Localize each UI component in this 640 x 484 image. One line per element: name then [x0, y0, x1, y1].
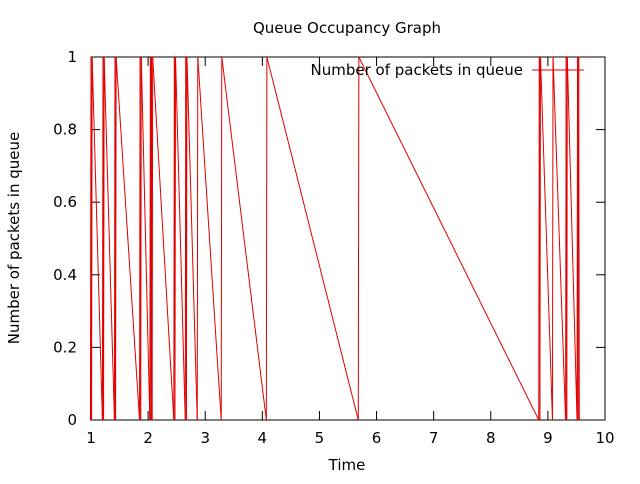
- x-tick-label: 8: [486, 429, 496, 447]
- series-line-segment: [140, 56, 142, 421]
- series-line-segment: [357, 56, 360, 421]
- series-line-segment: [103, 56, 115, 421]
- series-line-segment: [115, 56, 117, 421]
- x-tick-label: 4: [258, 429, 268, 447]
- x-tick-label: 10: [595, 429, 614, 447]
- series-line-segment: [174, 56, 177, 421]
- series-line-segment: [185, 56, 188, 421]
- x-tick-label: 5: [315, 429, 325, 447]
- x-tick-label: 1: [86, 429, 96, 447]
- series-line-segment: [539, 56, 553, 421]
- series-line-segment: [175, 56, 186, 421]
- x-tick-label: 9: [543, 429, 553, 447]
- series-line-segment: [103, 56, 105, 421]
- plot-area-frame: [90, 56, 606, 421]
- x-axis-label: Time: [328, 456, 366, 474]
- series-line-segment: [115, 56, 141, 421]
- series-layer: [89, 56, 580, 421]
- y-tick-label: 0.2: [53, 338, 77, 356]
- series-line-segment: [358, 56, 540, 421]
- series-line-segment: [221, 56, 267, 421]
- x-axis-ticks: 1 2 3 4 5 6 7 8 9 10: [86, 57, 615, 447]
- y-tick-label: 0.4: [53, 266, 77, 284]
- y-tick-label: 0.6: [53, 193, 77, 211]
- legend: Number of packets in queue: [311, 61, 584, 79]
- series-line-segment: [140, 56, 151, 421]
- series-line-segment: [220, 56, 223, 421]
- chart-title: Queue Occupancy Graph: [253, 19, 441, 37]
- series-line-segment: [91, 56, 103, 421]
- x-tick-label: 2: [143, 429, 153, 447]
- series-line-segment: [578, 56, 580, 421]
- series-line-segment: [265, 56, 268, 421]
- legend-entry-label: Number of packets in queue: [311, 61, 524, 79]
- series-line-segment: [539, 56, 541, 421]
- x-tick-label: 3: [200, 429, 210, 447]
- series-line-segment: [91, 56, 93, 421]
- y-tick-label: 0.8: [53, 121, 77, 139]
- series-0: [89, 56, 580, 421]
- series-line-segment: [151, 56, 154, 421]
- series-line-segment: [551, 56, 554, 421]
- y-tick-label: 1: [67, 48, 77, 66]
- series-line-segment: [266, 56, 359, 421]
- series-line-segment: [552, 56, 567, 421]
- series-line-segment: [186, 56, 198, 421]
- series-line-segment: [566, 56, 578, 421]
- x-tick-label: 7: [429, 429, 439, 447]
- series-line-segment: [152, 56, 175, 421]
- x-tick-label: 6: [372, 429, 382, 447]
- y-tick-label: 0: [67, 411, 77, 429]
- y-axis-ticks: 0 0.2 0.4 0.6 0.8 1: [53, 48, 605, 429]
- y-axis-label: Number of packets in queue: [5, 132, 23, 345]
- series-line-segment: [196, 56, 199, 421]
- series-line-segment: [197, 56, 222, 421]
- series-line-segment: [566, 56, 568, 421]
